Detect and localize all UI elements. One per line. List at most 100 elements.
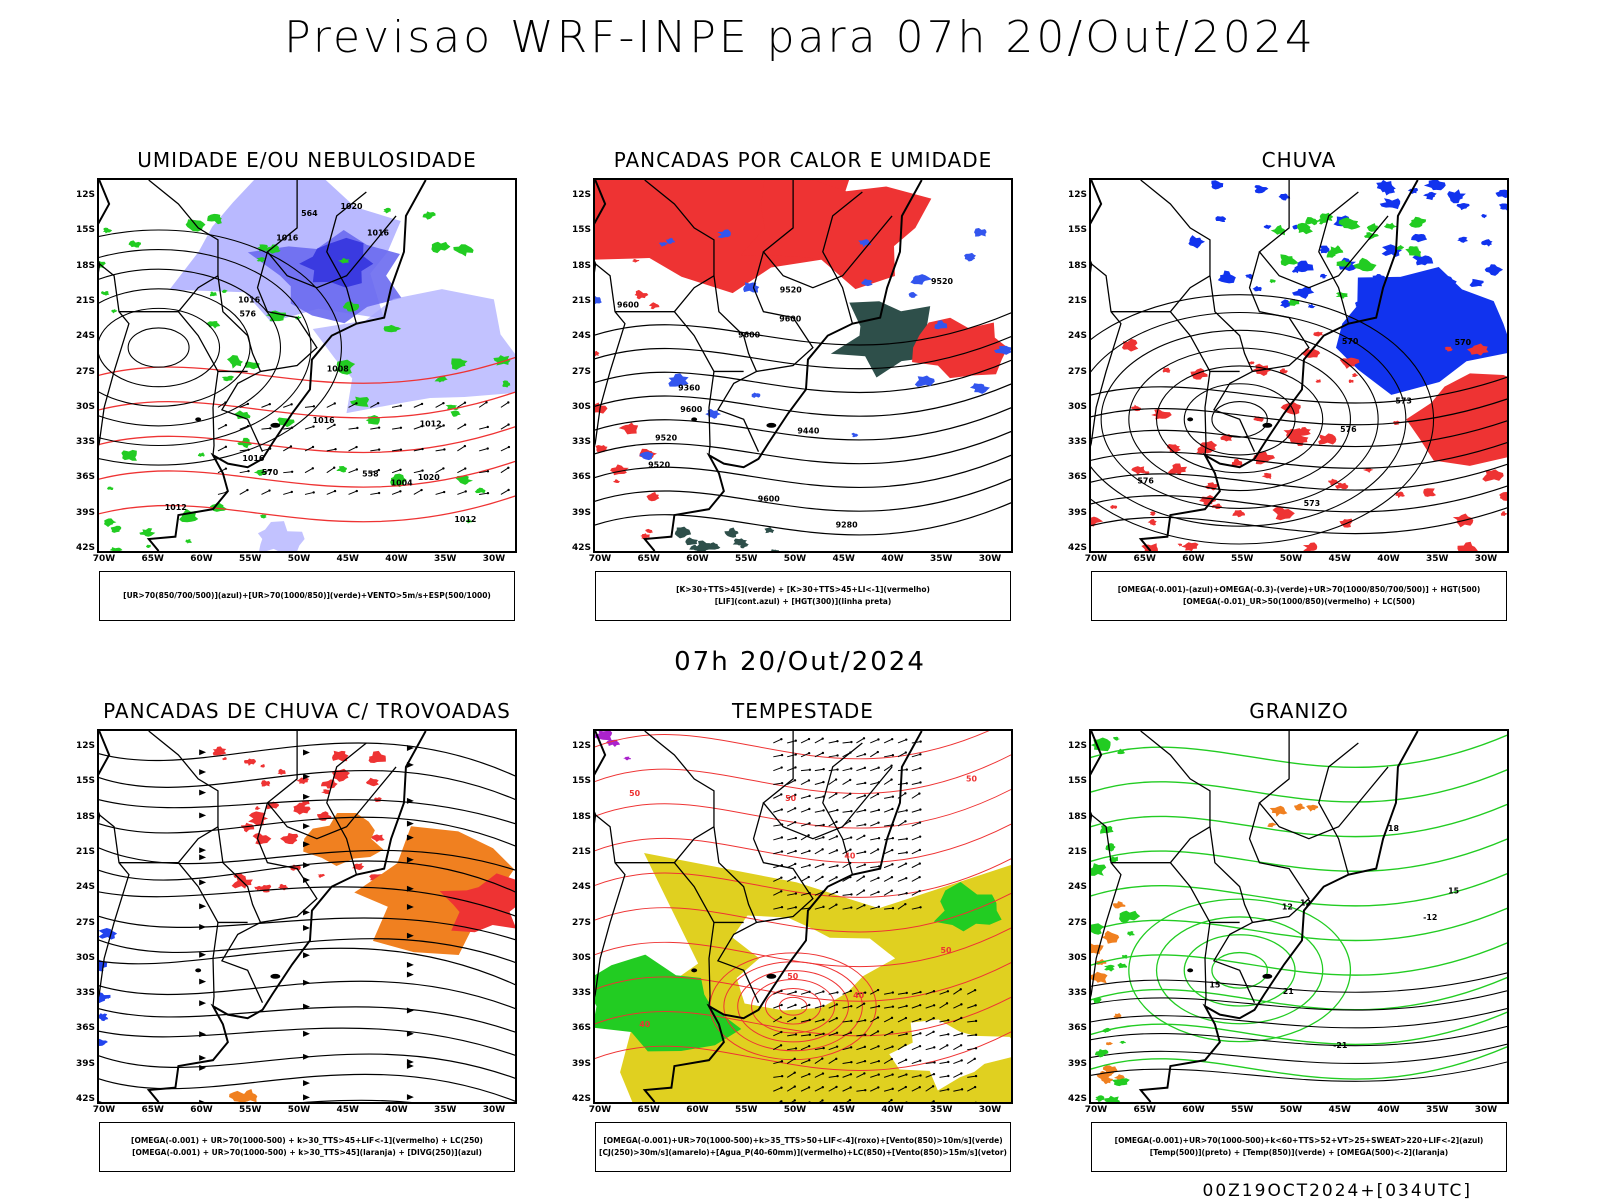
wind-vector-head bbox=[507, 489, 509, 491]
latitude-label: 21S bbox=[561, 296, 591, 306]
latitude-label: 36S bbox=[65, 472, 95, 482]
wind-vector-head bbox=[975, 1047, 977, 1049]
contour-label: 12 bbox=[1300, 898, 1311, 907]
wind-vector-head bbox=[919, 1045, 921, 1047]
rain-red-area bbox=[1394, 491, 1405, 498]
humidity-low-level-contour bbox=[110, 547, 123, 551]
omega-blue-area bbox=[1254, 185, 1268, 193]
hgt300-contour bbox=[595, 499, 1011, 535]
omega-green-area bbox=[1353, 258, 1376, 272]
panel-legend: [OMEGA(-0.001) + UR>70(1000-500) + k>30_… bbox=[99, 1122, 515, 1172]
latitude-label: 36S bbox=[1057, 1023, 1087, 1033]
humidity-low-level-contour bbox=[121, 450, 137, 461]
wind-vector-head bbox=[947, 1088, 949, 1090]
legend-line: [K>30+TTS>45](verde) + [K>30+TTS>45+LI<-… bbox=[596, 584, 1010, 596]
wind-vector-head bbox=[961, 1032, 963, 1034]
lifted-index-contour bbox=[964, 253, 976, 262]
state-border bbox=[99, 815, 129, 1102]
longitude-label: 55W bbox=[1225, 1105, 1259, 1115]
wind-vector bbox=[856, 852, 865, 854]
wind-vector bbox=[912, 768, 921, 770]
thickness-line bbox=[99, 458, 515, 487]
wind-vector-head bbox=[794, 876, 796, 878]
contour-label: 1020 bbox=[341, 202, 364, 211]
omega-blue-area bbox=[1412, 255, 1433, 266]
latitude-label: 36S bbox=[1057, 472, 1087, 482]
wind-vector-head bbox=[836, 991, 838, 993]
wind-vector-head bbox=[822, 752, 824, 754]
wind-vector-head bbox=[836, 809, 838, 811]
humidity-low-level-contour bbox=[336, 466, 347, 473]
thunderstorm-red-area bbox=[318, 874, 325, 878]
humidity-low-level-contour bbox=[366, 415, 380, 425]
divergence-blue-area bbox=[99, 928, 117, 940]
wind-vector bbox=[349, 447, 357, 451]
wind-vector bbox=[305, 468, 313, 472]
rain-red-area bbox=[1150, 511, 1156, 515]
wind-vector bbox=[327, 491, 335, 494]
longitude-label: 50W bbox=[778, 1105, 812, 1115]
wind-vector bbox=[870, 892, 878, 895]
wind-vector-head bbox=[975, 1034, 977, 1036]
wind-vector-head bbox=[835, 876, 837, 878]
latitude-label: 39S bbox=[561, 508, 591, 518]
wind-vector-head bbox=[356, 490, 358, 492]
wind-vector-head bbox=[836, 754, 838, 756]
wind-vector-head bbox=[334, 448, 336, 450]
streamline-arrow bbox=[407, 1008, 414, 1014]
wind-vector bbox=[856, 796, 864, 799]
wind-vector-head bbox=[878, 1060, 880, 1062]
humidity-low-level-contour bbox=[210, 291, 217, 296]
wind-vector-head bbox=[863, 904, 865, 906]
wind-vector-head bbox=[905, 1086, 907, 1088]
wind-vector-head bbox=[892, 1005, 894, 1007]
thunderstorm-red-area bbox=[369, 751, 386, 763]
wind-vector bbox=[457, 469, 465, 473]
latitude-label: 42S bbox=[561, 1094, 591, 1104]
legend-line: [UR>70(850/700/500)](azul)+[UR>70(1000/8… bbox=[100, 590, 514, 602]
latitude-label: 18S bbox=[561, 261, 591, 271]
map-svg: 1012101210081016101610201020101610041016… bbox=[99, 180, 515, 551]
longitude-label: 40W bbox=[380, 1105, 414, 1115]
wind-vector-head bbox=[822, 990, 824, 992]
wind-vector-head bbox=[269, 403, 271, 405]
wind-vector bbox=[436, 403, 444, 407]
omega500-orange-area bbox=[1113, 901, 1125, 908]
humidity-low-level-contour bbox=[431, 242, 450, 253]
latitude-label: 33S bbox=[1057, 437, 1087, 447]
panel-title: GRANIZO bbox=[1089, 699, 1509, 723]
longitude-label: 45W bbox=[1323, 554, 1357, 564]
wind-vector-head bbox=[268, 489, 270, 491]
wind-vector-head bbox=[836, 768, 838, 770]
rain-red-area bbox=[1163, 368, 1171, 373]
latitude-label: 39S bbox=[561, 1059, 591, 1069]
wind-vector-head bbox=[420, 489, 422, 491]
streamline-arrow bbox=[303, 1031, 310, 1037]
wind-vector-head bbox=[795, 1047, 797, 1049]
wind-vector-head bbox=[904, 903, 906, 905]
longitude-label: 50W bbox=[1274, 1105, 1308, 1115]
wind-vector bbox=[829, 780, 836, 785]
wind-vector bbox=[884, 755, 893, 757]
latitude-label: 27S bbox=[561, 918, 591, 928]
latitude-label: 42S bbox=[1057, 543, 1087, 553]
temp850-contour bbox=[1105, 843, 1115, 851]
lake-marker bbox=[1187, 968, 1193, 972]
legend-line: [OMEGA(-0.001) + UR>70(1000-500) + k>30_… bbox=[100, 1147, 514, 1159]
rain-red-area bbox=[1262, 473, 1272, 479]
rain-red-area bbox=[1352, 373, 1358, 377]
wind-vector bbox=[856, 783, 865, 785]
contour-label: 50 bbox=[629, 789, 641, 798]
wind-vector-head bbox=[822, 781, 824, 783]
streamline-arrow bbox=[199, 1100, 206, 1102]
latitude-label: 15S bbox=[561, 776, 591, 786]
wind-vector-head bbox=[905, 1017, 907, 1019]
longitude-label: 65W bbox=[136, 1105, 170, 1115]
panel-legend: [OMEGA(-0.001)+UR>70(1000-500)+k<60+TTS>… bbox=[1091, 1122, 1507, 1172]
wind-vector-head bbox=[781, 850, 783, 852]
temp850-contour bbox=[1104, 1096, 1120, 1102]
omega-green-area bbox=[1305, 217, 1320, 225]
longitude-label: 55W bbox=[729, 1105, 763, 1115]
